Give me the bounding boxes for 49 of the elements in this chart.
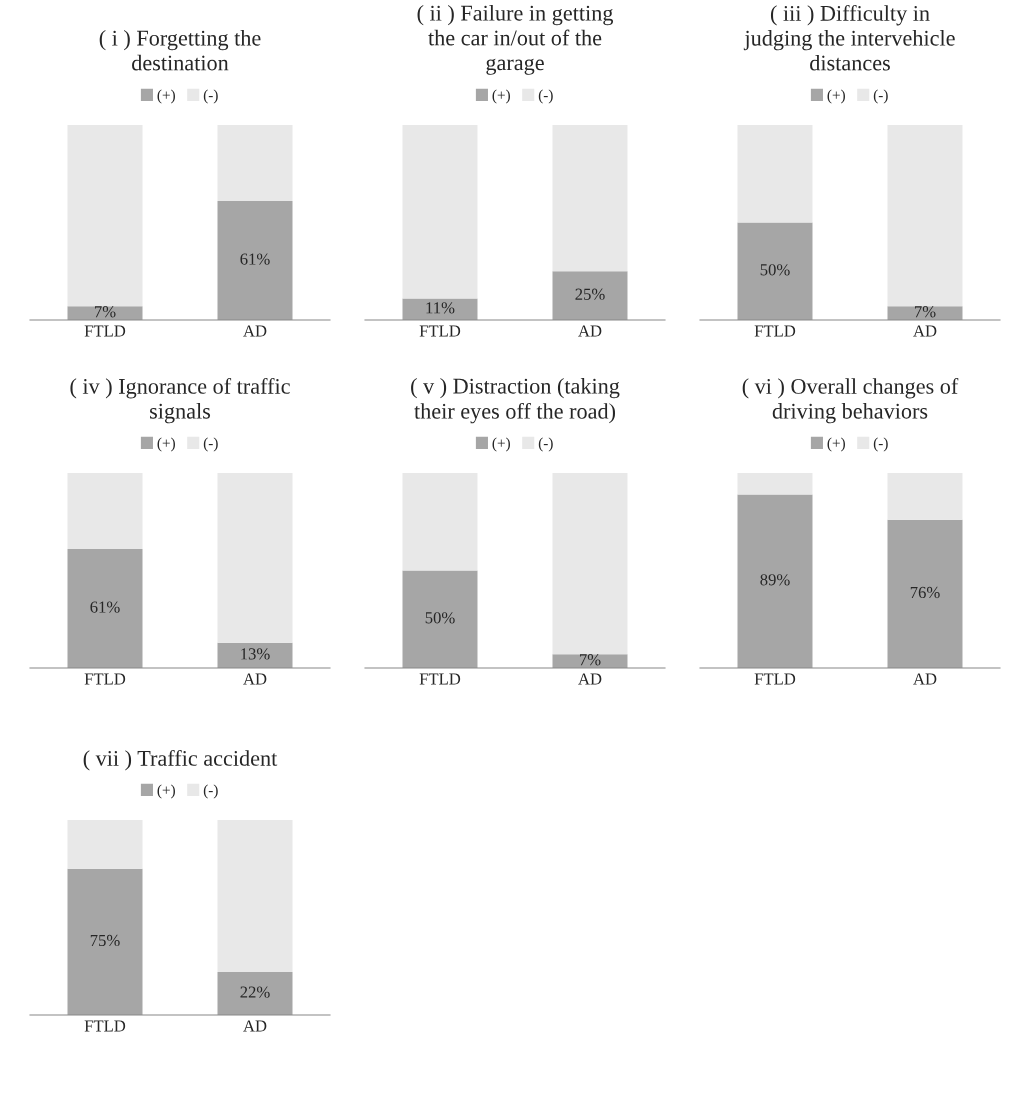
chart-title: ( vii ) Traffic accident: [83, 750, 278, 771]
legend-label: (-): [873, 89, 888, 104]
x-tick-label: FTLD: [84, 1020, 126, 1032]
legend-label: (+): [157, 437, 175, 452]
x-tick-label: AD: [243, 325, 267, 337]
data-label: 75%: [90, 934, 120, 947]
x-tick-label: FTLD: [84, 325, 126, 337]
x-tick-label: AD: [578, 325, 602, 337]
x-tick-label: FTLD: [84, 673, 126, 685]
data-label: 22%: [240, 986, 270, 998]
data-label: 50%: [425, 612, 455, 624]
legend-label: (-): [538, 437, 553, 452]
legend-label: (+): [827, 437, 845, 452]
legend-label: (-): [203, 784, 218, 799]
legend-label: (+): [492, 89, 510, 104]
data-label: 76%: [910, 586, 940, 599]
data-label: 13%: [241, 648, 270, 660]
x-tick-label: FTLD: [754, 325, 796, 337]
legend-label: (-): [538, 89, 553, 104]
legend-label: (-): [203, 437, 218, 452]
data-label: 25%: [575, 288, 605, 300]
data-label: 50%: [760, 264, 790, 276]
chart-title: ( i ) Forgetting the destination: [99, 30, 261, 71]
data-label: 7%: [94, 306, 116, 318]
legend-label: (+): [492, 437, 510, 452]
legend-label: (+): [157, 89, 175, 104]
x-tick-label: AD: [243, 1020, 267, 1032]
x-tick-label: AD: [243, 673, 267, 685]
x-tick-label: FTLD: [419, 325, 461, 337]
legend-label: (-): [203, 89, 218, 104]
data-label: 11%: [426, 302, 455, 314]
x-tick-label: AD: [578, 673, 602, 685]
legend-label: (-): [873, 437, 888, 452]
x-tick-label: FTLD: [754, 673, 796, 685]
chart-title: ( vi ) Overall changes of driving behaviors: [742, 378, 959, 424]
x-tick-label: AD: [913, 673, 937, 685]
legend-label: (+): [157, 784, 175, 799]
data-label: 7%: [579, 654, 601, 666]
chart-title: ( iv ) Ignorance of traffic signals: [70, 378, 290, 424]
data-label: 61%: [240, 253, 270, 265]
data-label: 89%: [760, 574, 790, 586]
data-label: 61%: [90, 601, 120, 613]
x-tick-label: AD: [913, 325, 937, 337]
chart-title: ( ii ) Failure in getting the car in/out of the garage: [417, 5, 614, 75]
data-label: 7%: [914, 306, 936, 318]
chart-title: ( v ) Distraction (taking their eyes off the road): [411, 378, 620, 424]
chart-title: ( iii ) Difficulty in judging the intervehicle distances: [743, 5, 955, 71]
legend-label: (+): [827, 89, 845, 104]
x-tick-label: FTLD: [419, 673, 461, 685]
